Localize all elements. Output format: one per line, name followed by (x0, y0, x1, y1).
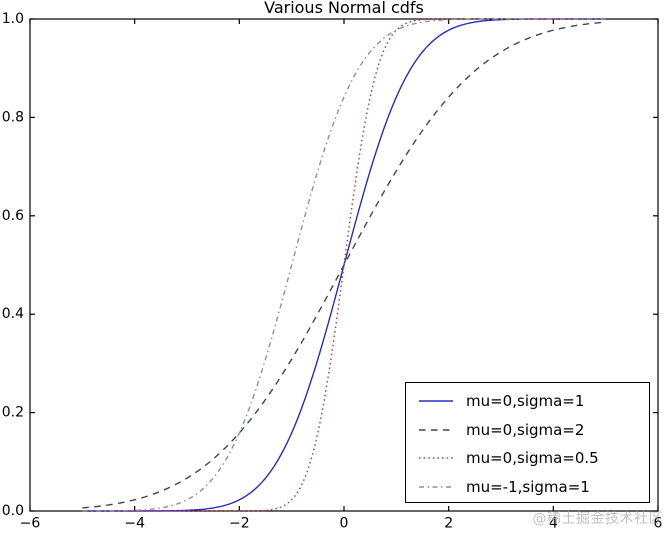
chart-title: Various Normal cdfs (264, 0, 424, 17)
legend-line-sample-solid (419, 400, 453, 402)
legend-label: mu=-1,sigma=1 (466, 477, 590, 496)
y-tick-label: 0.4 (2, 306, 24, 322)
x-tick-label: 2 (444, 516, 453, 532)
x-tick-label: 0 (340, 516, 349, 532)
y-tick-label: 0.8 (2, 109, 24, 125)
x-tick-label: −6 (20, 516, 41, 532)
legend-item: mu=-1,sigma=1 (406, 473, 649, 502)
legend-label: mu=0,sigma=2 (466, 420, 585, 439)
x-tick-label: 6 (654, 516, 663, 532)
legend-item: mu=0,sigma=1 (406, 387, 649, 416)
legend: mu=0,sigma=1 mu=0,sigma=2 mu=0,sigma=0.5 mu… (405, 382, 650, 503)
legend-line-sample-dashed (419, 429, 453, 431)
x-tick-label: 4 (549, 516, 558, 532)
legend-label: mu=0,sigma=0.5 (466, 449, 599, 468)
curve-mu=0,sigma=2 (82, 21, 606, 509)
legend-label: mu=0,sigma=1 (466, 392, 585, 411)
legend-item: mu=0,sigma=0.5 (406, 444, 649, 473)
legend-line-sample-dotted (419, 457, 453, 459)
legend-line-sample-dashdot (419, 486, 453, 488)
y-tick-label: 0.6 (2, 208, 24, 224)
curve-mu=-1,sigma=1 (82, 18, 606, 512)
x-tick-label: −4 (124, 516, 145, 532)
legend-item: mu=0,sigma=2 (406, 416, 649, 445)
y-tick-label: 0.2 (2, 405, 24, 421)
watermark: @稀土掘金技术社区 (532, 511, 663, 527)
x-tick-label: −2 (229, 516, 250, 532)
y-tick-label: 0.0 (2, 503, 24, 519)
y-tick-label: 1.0 (2, 11, 24, 27)
